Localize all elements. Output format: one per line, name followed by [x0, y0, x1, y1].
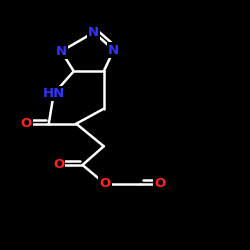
- Text: N: N: [108, 44, 119, 57]
- Text: O: O: [100, 177, 110, 190]
- Text: N: N: [56, 45, 67, 58]
- Text: O: O: [53, 158, 64, 172]
- Text: HN: HN: [42, 87, 65, 100]
- Text: O: O: [20, 117, 32, 130]
- Text: N: N: [88, 26, 99, 39]
- Text: O: O: [154, 177, 166, 190]
